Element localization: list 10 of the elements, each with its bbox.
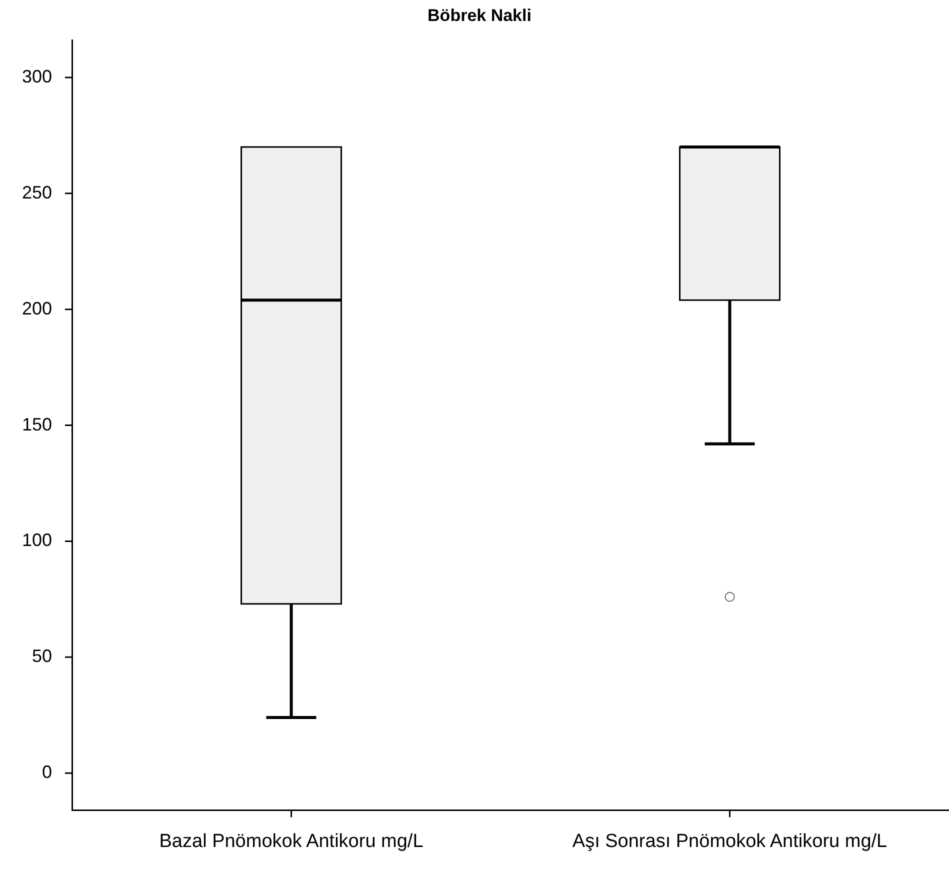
chart-title: Böbrek Nakli [428, 6, 532, 25]
y-tick-label: 0 [42, 762, 52, 782]
y-tick-label: 100 [22, 530, 52, 550]
y-tick-label: 200 [22, 298, 52, 318]
y-tick-label: 150 [22, 414, 52, 434]
x-tick-label: Aşı Sonrası Pnömokok Antikoru mg/L [572, 830, 888, 852]
y-tick-label: 300 [22, 66, 52, 86]
x-tick-label: Bazal Pnömokok Antikoru mg/L [159, 830, 424, 852]
y-tick-label: 50 [32, 646, 52, 666]
y-tick-label: 250 [22, 182, 52, 202]
